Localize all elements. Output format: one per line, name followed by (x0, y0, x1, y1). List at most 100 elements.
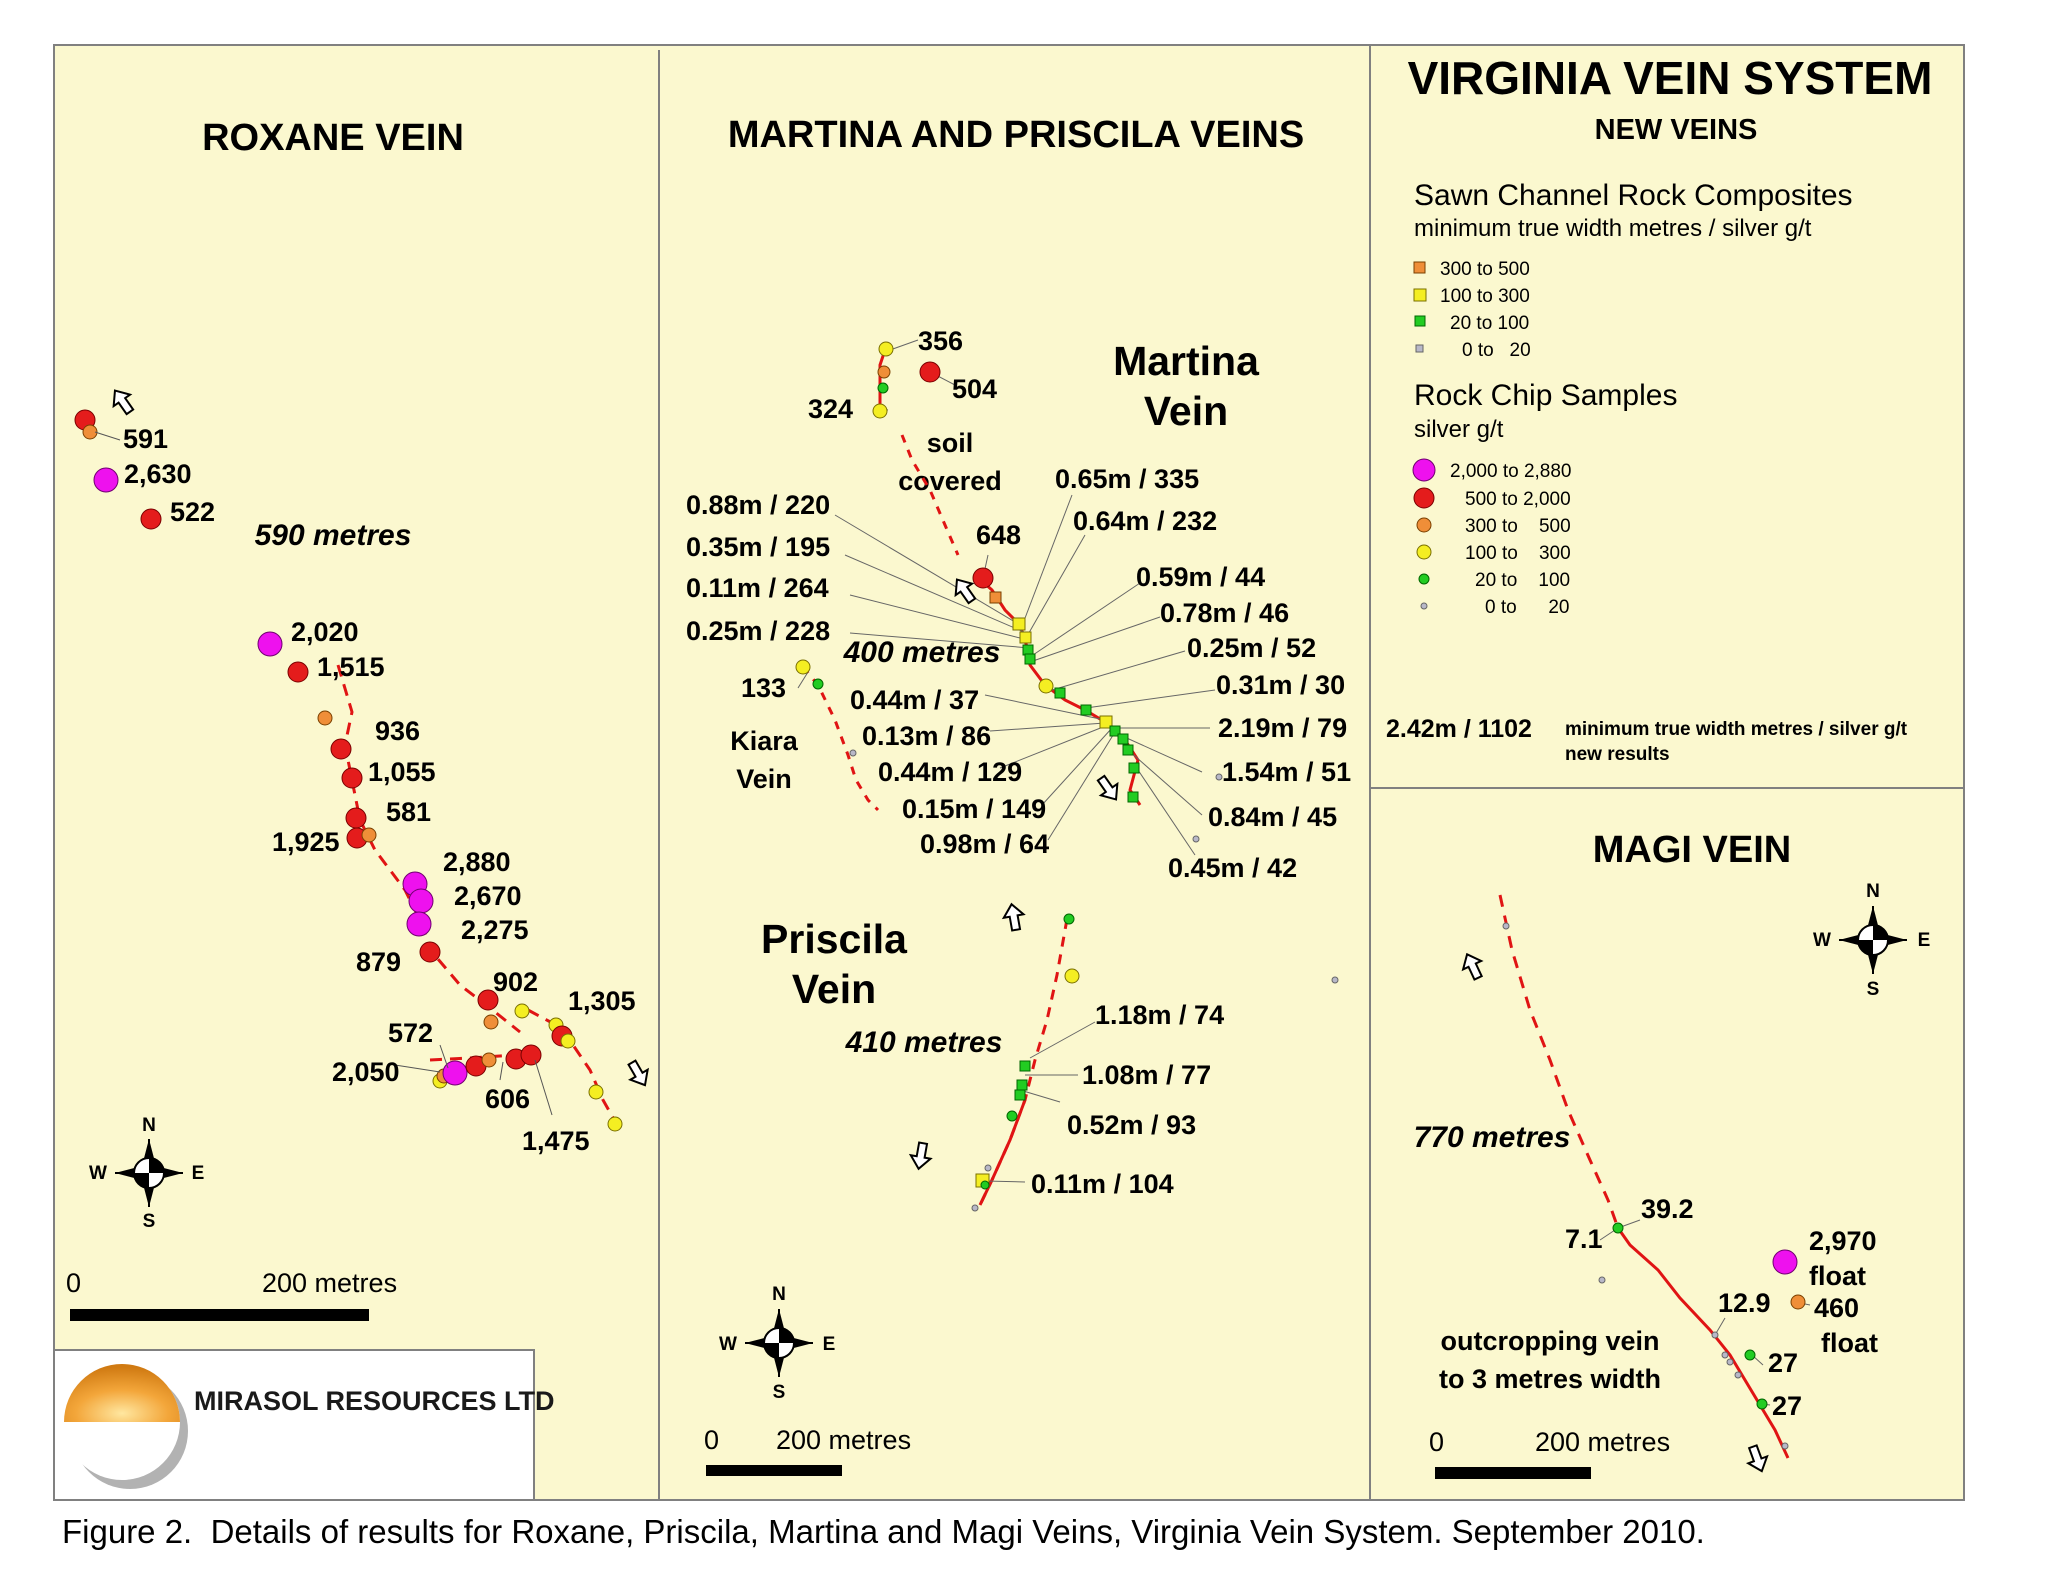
legend-label: 2,000 to 2,880 (1450, 461, 1572, 482)
sample-label: 1,305 (568, 986, 636, 1016)
legend-label: 300 to 500 (1465, 516, 1571, 537)
sample-point (1331, 976, 1339, 984)
compass-n: N (142, 1115, 156, 1136)
martina-name: Martina (1113, 338, 1260, 384)
sample-label: 0.15m / 149 (902, 794, 1046, 824)
sample-point (406, 911, 432, 937)
compass-n: N (772, 1284, 786, 1305)
sample-label: 0.59m / 44 (1136, 562, 1265, 592)
direction-arrow-icon (1096, 774, 1119, 801)
virginia-subtitle: NEW VEINS (1595, 114, 1758, 146)
example-note: minimum true width metres / silver g/t (1565, 719, 1908, 740)
sample-point (140, 508, 162, 530)
sample-point (287, 661, 309, 683)
roxane-title: ROXANE VEIN (202, 117, 464, 159)
chip-heading: Rock Chip Samples (1414, 379, 1677, 412)
sample-label: 902 (493, 967, 538, 997)
legend-swatch (1416, 544, 1432, 560)
channel-heading: Sawn Channel Rock Composites (1414, 179, 1853, 212)
sample-label: 133 (741, 673, 786, 703)
sample-label: 2,670 (454, 881, 522, 911)
sample-label: 1.54m / 51 (1222, 757, 1351, 787)
sample-label: 0.44m / 37 (850, 685, 979, 715)
sample-point (1109, 725, 1121, 737)
sample-label: 0.25m / 228 (686, 616, 830, 646)
sample-label: 936 (375, 716, 420, 746)
sample-label: 1,055 (368, 757, 436, 787)
compass-w: W (719, 1334, 737, 1355)
compass-s: S (773, 1382, 786, 1403)
sample-label: 0.84m / 45 (1208, 802, 1337, 832)
direction-arrow-icon (112, 389, 135, 416)
legend-label: 300 to 500 (1440, 259, 1530, 280)
sample-label: 1.18m / 74 (1095, 1000, 1224, 1030)
martina-vein-trace (900, 434, 960, 556)
sample-label: 0.13m / 86 (862, 721, 991, 751)
sample-label: 324 (808, 394, 853, 424)
sample-point (795, 659, 811, 675)
martina-name: Vein (1144, 388, 1228, 434)
legend-swatch (1413, 261, 1426, 274)
mirasol-sun-logo-icon (64, 1364, 188, 1489)
sample-point (1781, 1442, 1789, 1450)
sample-label: 0.52m / 93 (1067, 1110, 1196, 1140)
sample-label: 0.98m / 64 (920, 829, 1049, 859)
compass-e: E (823, 1334, 836, 1355)
sample-label: 0.64m / 232 (1073, 506, 1217, 536)
sample-label: 2,880 (443, 847, 511, 877)
sample-label: 7.1 (1565, 1224, 1603, 1254)
sample-point (1019, 631, 1032, 644)
sample-point (93, 467, 119, 493)
sample-point (1772, 1249, 1798, 1275)
sample-point (1063, 913, 1075, 925)
legend-label: 0 to 20 (1462, 340, 1531, 361)
direction-arrow-icon (1745, 1444, 1769, 1473)
soil-covered-note: covered (898, 466, 1002, 496)
magi-vein-trace (1498, 894, 1620, 1229)
scale-bar (70, 1309, 369, 1321)
legend-swatch (1416, 517, 1432, 533)
sample-point (361, 827, 377, 843)
sample-point (1099, 715, 1113, 729)
kiara-name: Vein (736, 764, 792, 794)
magi-length: 770 metres (1414, 1121, 1571, 1154)
sample-label: 0.65m / 335 (1055, 464, 1199, 494)
outcrop-note: outcropping vein (1441, 1326, 1660, 1356)
sample-label: 12.9 (1718, 1288, 1771, 1318)
direction-arrow-icon (954, 578, 977, 605)
legend-swatch (1413, 487, 1435, 509)
roxane-panel: ROXANE VEIN 590 metres (53, 117, 650, 1501)
sample-point (588, 1084, 604, 1100)
virginia-title: VIRGINIA VEIN SYSTEM (1408, 52, 1933, 104)
sample-label: 0.45m / 42 (1168, 853, 1297, 883)
sample-point (971, 1204, 979, 1212)
virginia-legend-panel: VIRGINIA VEIN SYSTEM NEW VEINS Sawn Chan… (1386, 52, 1932, 765)
sample-point (1019, 1060, 1031, 1072)
sample-point (477, 989, 499, 1011)
sample-label: 2,050 (332, 1057, 400, 1087)
sample-label: 0.35m / 195 (686, 532, 830, 562)
sample-point (514, 1003, 530, 1019)
channel-subheading: minimum true width metres / silver g/t (1414, 215, 1812, 242)
sample-point (1012, 617, 1026, 631)
sample-point (317, 710, 333, 726)
sample-point (1711, 1331, 1719, 1339)
sample-label: 1,925 (272, 827, 340, 857)
sample-point (1726, 1358, 1734, 1366)
martina-priscila-title: MARTINA AND PRISCILA VEINS (728, 114, 1304, 156)
sample-point (812, 678, 824, 690)
sample-label: 1,515 (317, 652, 385, 682)
sample-label: 591 (123, 424, 168, 454)
sample-point (1215, 773, 1223, 781)
figure-caption: Figure 2. Details of results for Roxane,… (62, 1513, 1705, 1550)
sample-point (1744, 1349, 1756, 1361)
direction-arrow-icon (627, 1059, 650, 1087)
chip-subheading: silver g/t (1414, 416, 1504, 443)
sample-label: 2,970 (1809, 1226, 1877, 1256)
sample-point (1024, 653, 1036, 665)
sample-point (82, 424, 98, 440)
sample-point (1598, 1276, 1606, 1284)
sample-label: 2,630 (124, 459, 192, 489)
sample-label: 2,020 (291, 617, 359, 647)
sample-label: 504 (952, 374, 997, 404)
